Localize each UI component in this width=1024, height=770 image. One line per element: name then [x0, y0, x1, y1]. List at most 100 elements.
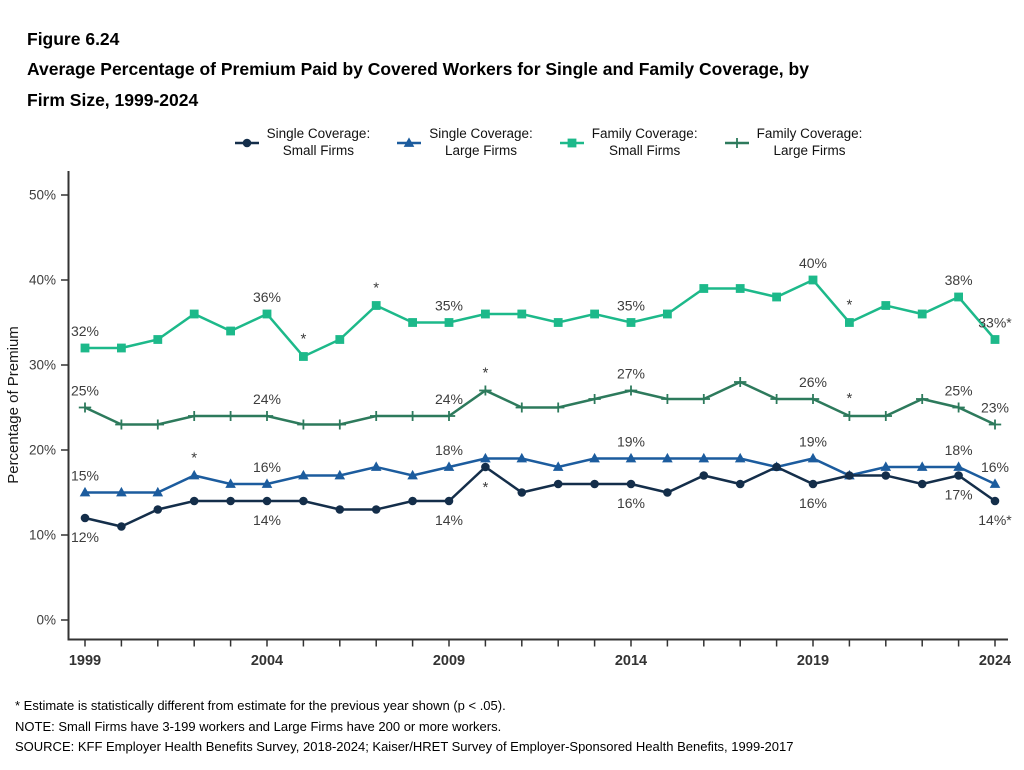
data-point-marker: [590, 479, 599, 489]
data-point-marker: [408, 496, 417, 506]
data-point-marker: [481, 462, 490, 472]
significance-asterisk: *: [482, 365, 488, 382]
legend: Single Coverage: Small Firms Single Covera…: [0, 126, 1024, 159]
legend-item: Single Coverage: Large Firms: [396, 126, 533, 159]
data-point-label: 35%: [435, 298, 463, 314]
data-point-marker: [117, 522, 126, 531]
y-tick-label: 30%: [29, 358, 56, 373]
data-point-label: 16%: [981, 459, 1009, 475]
data-point-marker: [845, 471, 854, 480]
data-point-marker: [699, 471, 709, 480]
data-point-marker: [662, 452, 673, 463]
legend-label-line: Family Coverage:: [591, 126, 698, 141]
legend-marker: [567, 138, 577, 147]
legend-label: Family Coverage: Large Firms: [757, 126, 863, 159]
data-point-marker: [553, 318, 563, 327]
data-point-label: 25%: [71, 383, 99, 399]
chart-container: 0% 10% 20% 30% 40% 50% 1999 2004 2009 2014 2019 202…: [0, 161, 1024, 676]
data-point-label: 35%: [617, 298, 645, 314]
data-point-marker: [808, 479, 818, 489]
data-point-marker: [444, 318, 454, 327]
data-point-marker: [989, 478, 1001, 488]
data-point-label: 25%: [945, 383, 973, 399]
data-point-marker: [881, 471, 891, 480]
data-point-marker: [589, 452, 600, 463]
x-tick-label: 2019: [797, 653, 829, 669]
significance-asterisk: *: [482, 479, 488, 496]
data-point-marker: [262, 496, 272, 506]
figure-header: Figure 6.24 Average Percentage of Premiu…: [0, 0, 1024, 116]
legend-item: Family Coverage: Small Firms: [559, 126, 698, 159]
data-point-marker: [80, 513, 90, 523]
data-point-marker: [625, 452, 637, 463]
data-point-label: 27%: [617, 366, 645, 382]
y-tick-label: 10%: [29, 528, 56, 543]
data-point-label: 19%: [799, 434, 827, 450]
data-point-marker: [772, 292, 781, 302]
data-point-marker: [699, 284, 709, 293]
data-point-label: 38%: [945, 272, 973, 288]
data-point-marker: [698, 452, 710, 463]
data-point-marker: [553, 479, 563, 489]
legend-marker: [242, 138, 251, 147]
data-point-marker: [953, 461, 964, 471]
legend-marker-icon: [559, 138, 584, 147]
data-point-marker: [916, 461, 928, 471]
x-tick-label: 1999: [69, 653, 101, 669]
data-point-marker: [881, 301, 891, 310]
data-point-marker: [990, 335, 1000, 344]
data-point-label: 24%: [435, 391, 463, 407]
data-point-marker: [480, 452, 491, 463]
footnote-source: SOURCE: KFF Employer Health Benefits Sur…: [15, 739, 794, 754]
data-point-marker: [152, 486, 164, 497]
series-line: [84, 465, 996, 528]
data-point-label: 12%: [71, 529, 99, 545]
data-point-label: 14%: [253, 512, 281, 528]
data-point-label: 17%: [945, 487, 973, 503]
data-point-label: 24%: [253, 391, 281, 407]
x-tick-label: 2004: [251, 653, 283, 669]
data-point-marker: [188, 469, 200, 480]
data-point-marker: [153, 505, 163, 514]
x-tick-label: 2024: [979, 653, 1011, 669]
data-point-marker: [407, 469, 418, 480]
y-tick-label: 40%: [29, 273, 56, 288]
data-point-marker: [517, 488, 527, 497]
data-point-label: 18%: [435, 442, 463, 458]
x-tick-label: 2009: [433, 653, 465, 669]
data-point-marker: [262, 309, 272, 319]
data-point-marker: [443, 461, 455, 471]
data-point-marker: [371, 301, 381, 310]
footnote-note: NOTE: Small Firms have 3-199 workers and…: [15, 718, 502, 734]
data-point-label: 23%: [981, 400, 1009, 416]
data-point-marker: [189, 496, 199, 506]
data-point-marker: [807, 452, 819, 463]
data-point-marker: [735, 284, 745, 293]
data-point-marker: [225, 478, 236, 488]
legend-label-line: Small Firms: [282, 142, 355, 158]
data-point-label: 32%: [71, 323, 99, 339]
y-tick-label: 50%: [29, 188, 56, 203]
data-point-marker: [954, 471, 963, 480]
data-point-label: 19%: [617, 434, 645, 450]
data-point-marker: [116, 486, 127, 497]
data-point-label: 18%: [945, 442, 973, 458]
legend-label: Family Coverage: Small Firms: [592, 126, 698, 159]
data-point-marker: [299, 496, 308, 506]
series-line: [84, 380, 996, 426]
legend-label: Single Coverage: Large Firms: [429, 126, 533, 159]
legend-label-line: Large Firms: [773, 142, 846, 158]
data-point-marker: [516, 452, 528, 463]
data-point-marker: [79, 486, 91, 497]
data-point-marker: [808, 275, 818, 285]
legend-marker-icon: [397, 136, 422, 147]
legend-label-line: Family Coverage:: [756, 126, 863, 141]
series-line: [85, 278, 996, 359]
legend-marker-icon: [724, 137, 749, 148]
data-point-marker: [954, 292, 963, 302]
legend-label-line: Large Firms: [444, 142, 517, 158]
footnotes: * Estimate is statistically different fr…: [0, 676, 1024, 758]
significance-asterisk: *: [846, 390, 852, 407]
legend-label-line: Small Firms: [609, 142, 681, 158]
